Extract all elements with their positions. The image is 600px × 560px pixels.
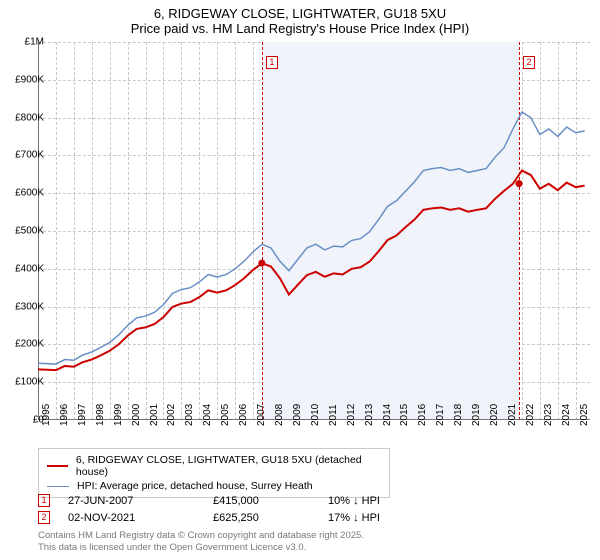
x-axis-label: 2011 <box>328 404 339 426</box>
legend-row: 6, RIDGEWAY CLOSE, LIGHTWATER, GU18 5XU … <box>47 453 381 479</box>
row-pct: 10% ↓ HPI <box>328 495 418 507</box>
y-axis-label: £200K <box>15 339 44 350</box>
row-date: 02-NOV-2021 <box>68 512 213 524</box>
row-date: 27-JUN-2007 <box>68 495 213 507</box>
chart-title-block: 6, RIDGEWAY CLOSE, LIGHTWATER, GU18 5XU … <box>0 0 600 38</box>
y-axis-label: £600K <box>15 188 44 199</box>
x-axis-label: 2014 <box>382 404 393 426</box>
sale-marker-badge: 2 <box>523 56 535 69</box>
x-axis-label: 1998 <box>95 404 106 426</box>
row-pct: 17% ↓ HPI <box>328 512 418 524</box>
series-hpi <box>38 112 585 364</box>
x-axis-label: 2024 <box>561 404 572 426</box>
footer-line-1: Contains HM Land Registry data © Crown c… <box>38 530 364 542</box>
x-axis-label: 2015 <box>399 404 410 426</box>
legend-row: HPI: Average price, detached house, Surr… <box>47 479 381 493</box>
x-axis-label: 2019 <box>471 404 482 426</box>
x-axis-label: 2022 <box>525 404 536 426</box>
table-row: 1 27-JUN-2007 £415,000 10% ↓ HPI <box>38 492 418 509</box>
chart-legend: 6, RIDGEWAY CLOSE, LIGHTWATER, GU18 5XU … <box>38 448 390 498</box>
y-axis-label: £800K <box>15 112 44 123</box>
chart-lines-svg <box>38 42 590 420</box>
y-axis-label: £400K <box>15 263 44 274</box>
legend-swatch <box>47 486 69 487</box>
x-axis-label: 2016 <box>417 404 428 426</box>
x-axis-label: 1996 <box>59 404 70 426</box>
y-axis-label: £300K <box>15 301 44 312</box>
table-row: 2 02-NOV-2021 £625,250 17% ↓ HPI <box>38 509 418 526</box>
x-axis-label: 2001 <box>149 404 160 426</box>
x-axis-label: 2010 <box>310 404 321 426</box>
y-axis-label: £1M <box>25 37 44 48</box>
legend-swatch <box>47 465 68 467</box>
x-axis-label: 2017 <box>435 404 446 426</box>
x-axis-label: 2023 <box>543 404 554 426</box>
x-axis-label: 2021 <box>507 404 518 426</box>
title-line-1: 6, RIDGEWAY CLOSE, LIGHTWATER, GU18 5XU <box>0 6 600 21</box>
x-axis-label: 2007 <box>256 404 267 426</box>
y-axis-label: £500K <box>15 226 44 237</box>
x-axis-label: 2018 <box>453 404 464 426</box>
x-axis-label: 2009 <box>292 404 303 426</box>
sale-point-icon <box>516 180 523 187</box>
x-axis-label: 2006 <box>238 404 249 426</box>
title-line-2: Price paid vs. HM Land Registry's House … <box>0 21 600 36</box>
x-axis-label: 2008 <box>274 404 285 426</box>
footer-line-2: This data is licensed under the Open Gov… <box>38 542 364 554</box>
x-axis-label: 1999 <box>113 404 124 426</box>
x-axis-label: 2002 <box>166 404 177 426</box>
legend-text: 6, RIDGEWAY CLOSE, LIGHTWATER, GU18 5XU … <box>76 454 381 478</box>
sale-point-icon <box>258 260 265 267</box>
y-axis-label: £100K <box>15 377 44 388</box>
marker-badge: 1 <box>38 494 50 507</box>
footer-attribution: Contains HM Land Registry data © Crown c… <box>38 530 364 554</box>
y-axis-label: £700K <box>15 150 44 161</box>
x-axis-label: 2013 <box>364 404 375 426</box>
sale-marker-badge: 1 <box>266 56 278 69</box>
row-marker-cell: 2 <box>38 511 68 524</box>
x-axis-label: 2005 <box>220 404 231 426</box>
legend-text: HPI: Average price, detached house, Surr… <box>77 480 313 492</box>
x-axis-label: 2025 <box>579 404 590 426</box>
y-axis-label: £900K <box>15 74 44 85</box>
row-marker-cell: 1 <box>38 494 68 507</box>
series-price_paid <box>38 171 585 371</box>
row-price: £415,000 <box>213 495 328 507</box>
x-axis-label: 2003 <box>184 404 195 426</box>
row-price: £625,250 <box>213 512 328 524</box>
x-axis-label: 1995 <box>41 404 52 426</box>
x-axis-label: 2004 <box>202 404 213 426</box>
x-axis-label: 1997 <box>77 404 88 426</box>
marker-badge: 2 <box>38 511 50 524</box>
x-axis-label: 2020 <box>489 404 500 426</box>
price-table: 1 27-JUN-2007 £415,000 10% ↓ HPI 2 02-NO… <box>38 492 418 526</box>
x-axis-label: 2012 <box>346 404 357 426</box>
x-axis-label: 2000 <box>131 404 142 426</box>
